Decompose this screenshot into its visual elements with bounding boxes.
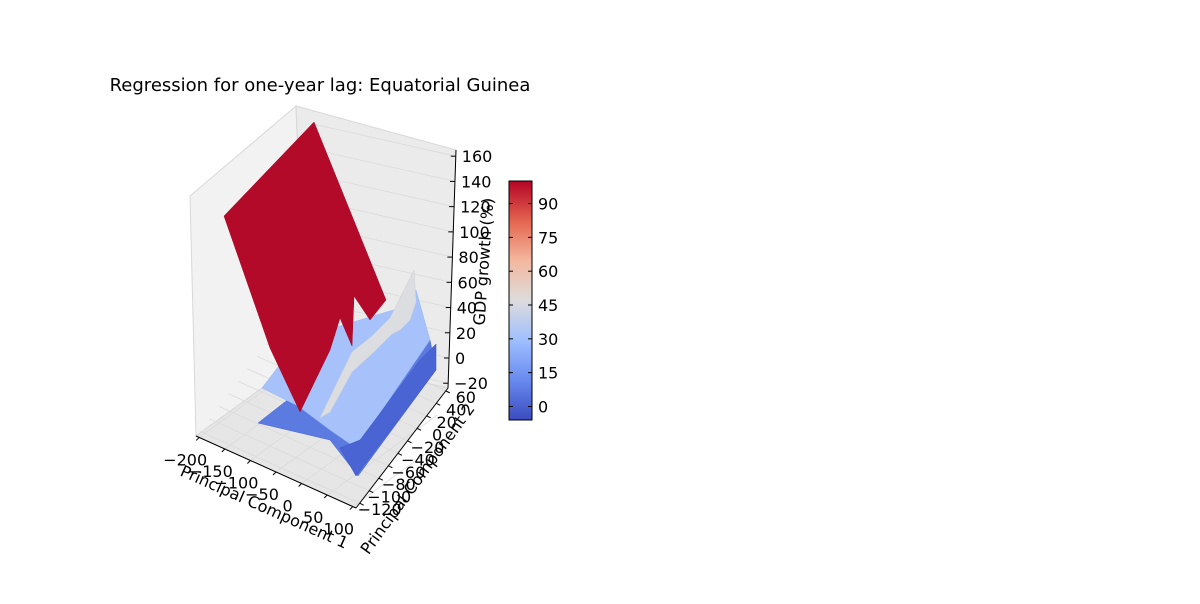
z-tick-label: 120 [460, 198, 491, 217]
x-tick-mark [298, 483, 302, 487]
z-tick-label: 60 [458, 273, 478, 292]
z-ticks: −20 0 20 40 60 80 100 120 140 160 [443, 147, 492, 393]
y-tick-mark [407, 440, 412, 444]
x-tick-label: 50 [303, 508, 323, 527]
colorbar [508, 180, 533, 421]
y-tick-label: −120 [358, 500, 402, 519]
y-tick-mark [445, 390, 451, 394]
colorbar-tick-label: 45 [538, 296, 558, 315]
z-tick-label: 100 [459, 223, 490, 242]
z-axis-line [447, 149, 457, 389]
x-tick-label: −50 [245, 485, 279, 504]
surface-mid-plane [319, 269, 417, 419]
colorbar-tick-label: 15 [538, 364, 558, 383]
x-tick-label: 0 [283, 497, 293, 516]
x-tick-label: −200 [163, 450, 207, 469]
colorbar-tick-label: 75 [538, 228, 558, 247]
colorbar-tick-label: 60 [538, 262, 558, 281]
grid-line [209, 418, 370, 492]
colorbar-tick-label: 30 [538, 330, 558, 349]
grid-line [313, 123, 456, 157]
x-tick-label: −150 [189, 462, 233, 481]
z-tick-label: −20 [454, 374, 488, 393]
y-tick-mark [369, 490, 374, 494]
colorbar-ticks: 0 15 30 45 60 75 90 [509, 195, 558, 416]
z-tick-label: 0 [455, 349, 465, 368]
x-tick-mark [323, 494, 328, 499]
z-tick-label: 40 [457, 299, 477, 318]
y-tick-mark [436, 402, 441, 406]
y-tick-label: 0 [432, 425, 442, 444]
z-tick-label: 140 [461, 172, 492, 191]
x-tick-mark [221, 448, 226, 453]
x-tick-mark [195, 437, 200, 441]
y-tick-mark [388, 465, 393, 469]
grid-line [326, 414, 438, 496]
y-tick-mark [397, 452, 403, 456]
y-tick-label: −60 [392, 463, 426, 482]
grid-line [352, 426, 464, 507]
y-tick-mark [416, 427, 422, 431]
y-tick-mark [426, 415, 431, 419]
y-tick-label: 20 [436, 413, 456, 432]
y-tick-mark [378, 477, 384, 481]
x-tick-mark [349, 506, 354, 510]
x-tick-mark [272, 471, 277, 476]
surface-high-plane [223, 121, 387, 413]
colorbar-tick-label: 90 [538, 195, 558, 214]
y-tick-label: −20 [411, 438, 445, 457]
chart-title: Regression for one-year lag: Equatorial … [110, 75, 531, 96]
colorbar-tick-label: 0 [538, 397, 548, 416]
z-tick-label: 160 [462, 147, 493, 166]
y-tick-label: −40 [401, 450, 435, 469]
grid-line [312, 149, 456, 182]
surface-lowest-edge [339, 343, 437, 477]
y-tick-label: 60 [456, 388, 476, 407]
surface [223, 121, 437, 477]
y-tick-label: −100 [367, 488, 411, 507]
z-tick-label: 20 [456, 324, 476, 343]
y-axis-line [355, 387, 449, 509]
y-tick-label: −80 [382, 475, 416, 494]
x-tick-label: −100 [214, 473, 258, 492]
z-tick-label: 80 [458, 248, 478, 267]
x-tick-mark [247, 460, 251, 464]
x-tick-label: 100 [324, 520, 355, 539]
y-tick-label: 40 [446, 400, 466, 419]
grid-line [199, 430, 360, 504]
y-tick-mark [359, 502, 364, 506]
